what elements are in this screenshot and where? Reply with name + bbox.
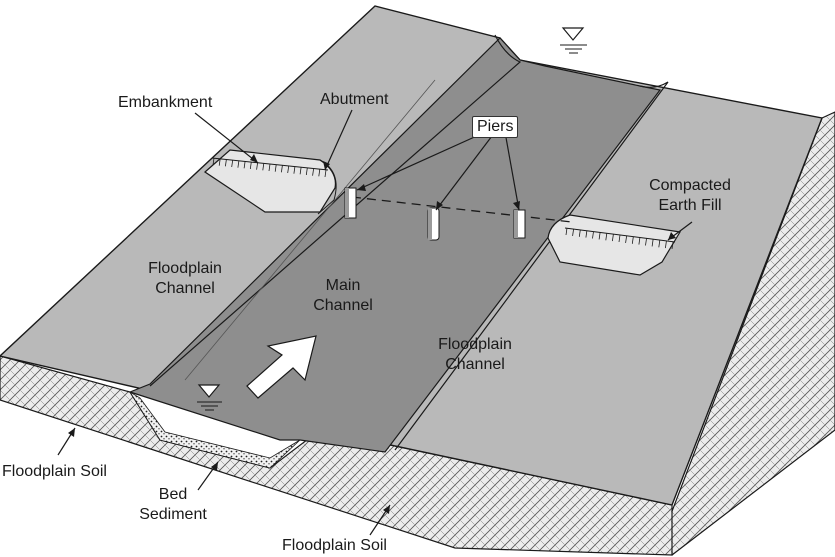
label-floodplain-channel-right: Floodplain Channel: [420, 335, 530, 375]
label-main-line2: Channel: [313, 297, 373, 314]
label-main-channel: Main Channel: [298, 276, 388, 316]
label-bed-line1: Bed: [158, 486, 188, 503]
pier-left: [344, 187, 357, 219]
label-floodplain-left-line2: Channel: [155, 280, 215, 297]
label-abutment: Abutment: [320, 91, 389, 108]
label-embankment: Embankment: [118, 94, 213, 111]
label-piers: Piers: [472, 116, 519, 138]
label-bed-sediment: Bed Sediment: [128, 485, 218, 525]
label-floodplain-soil-left: Floodplain Soil: [2, 463, 107, 480]
label-floodplain-right-line2: Channel: [445, 356, 505, 373]
flow-arrow-icon: [246, 335, 317, 399]
pier-middle: [427, 207, 440, 241]
water-surface-icon: [197, 384, 222, 411]
label-main-line1: Main: [325, 277, 361, 294]
label-floodplain-right-line1: Floodplain: [438, 336, 512, 353]
label-floodplain-left-line1: Floodplain: [148, 260, 222, 277]
left-embankment: [204, 149, 337, 215]
label-compacted-earth-fill: Compacted Earth Fill: [640, 176, 740, 216]
bridge-centerline: [351, 196, 573, 223]
main-channel-surface: [128, 37, 662, 453]
label-floodplain-soil-bottom: Floodplain Soil: [282, 537, 387, 554]
bed-sediment: [129, 391, 301, 469]
right-embankment: [547, 214, 681, 276]
water-surface-icon: [560, 27, 587, 54]
pier-right: [513, 209, 526, 239]
label-bed-line2: Sediment: [139, 506, 207, 523]
label-compacted-line2: Earth Fill: [658, 197, 722, 214]
label-floodplain-channel-left: Floodplain Channel: [130, 259, 240, 299]
slab-right-face: [657, 111, 835, 556]
label-compacted-line1: Compacted: [649, 177, 731, 194]
